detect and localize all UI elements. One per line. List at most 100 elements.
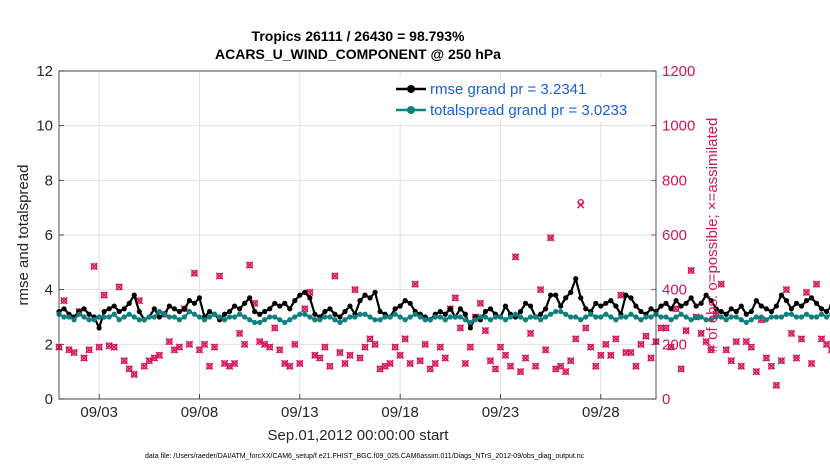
obs-assimilated-marker bbox=[240, 340, 249, 349]
series-point-totalspread bbox=[693, 314, 699, 320]
obs-assimilated-marker bbox=[531, 362, 540, 370]
obs-assimilated-marker bbox=[356, 354, 364, 362]
obs-possible-marker bbox=[482, 327, 489, 334]
series-point-totalspread bbox=[146, 314, 152, 320]
series-point-totalspread bbox=[638, 317, 644, 323]
right-axis-ticks: 0 200 400 600 800 1000 1200 bbox=[651, 63, 695, 408]
series-point-rmse bbox=[613, 303, 619, 309]
series-point-rmse bbox=[803, 298, 810, 304]
series-point-totalspread bbox=[171, 314, 177, 320]
obs-assimilated-marker bbox=[321, 343, 329, 351]
series-point-rmse bbox=[312, 311, 318, 317]
legend-item-totalspread: totalspread grand pr = 3.0233 bbox=[396, 102, 627, 119]
obs-assimilated-marker bbox=[827, 346, 830, 354]
series-point-rmse bbox=[292, 298, 298, 304]
left-tick-label: 0 bbox=[45, 391, 53, 408]
series-point-totalspread bbox=[618, 314, 624, 320]
series-point-totalspread bbox=[81, 314, 87, 320]
obs-assimilated-marker bbox=[165, 337, 174, 346]
series-point-totalspread bbox=[126, 311, 132, 317]
obs-assimilated-marker bbox=[60, 296, 68, 305]
series-point-totalspread bbox=[738, 317, 744, 323]
obs-possible-marker bbox=[502, 352, 509, 359]
series-point-totalspread bbox=[573, 314, 579, 320]
obs-possible-marker bbox=[662, 324, 670, 332]
obs-possible-marker bbox=[632, 362, 640, 370]
series-point-totalspread bbox=[302, 311, 308, 317]
series-point-rmse bbox=[482, 308, 489, 315]
obs-assimilated-marker bbox=[787, 329, 796, 338]
series-point-totalspread bbox=[603, 311, 609, 317]
obs-possible-marker bbox=[341, 360, 349, 367]
obs-possible-marker bbox=[336, 349, 344, 356]
series-point-rmse bbox=[713, 306, 719, 312]
obs-assimilated-marker bbox=[752, 367, 761, 376]
obs-assimilated-marker bbox=[436, 343, 445, 351]
obs-assimilated-marker bbox=[351, 285, 359, 294]
series-point-rmse bbox=[773, 303, 780, 309]
x-tick-label: 09/13 bbox=[281, 404, 319, 421]
obs-possible-marker bbox=[512, 253, 519, 261]
series-point-rmse bbox=[302, 289, 308, 295]
series-point-rmse bbox=[578, 295, 584, 301]
series-point-totalspread bbox=[237, 311, 243, 317]
obs-assimilated-marker bbox=[386, 359, 394, 368]
series-point-rmse bbox=[257, 311, 263, 317]
obs-possible-marker bbox=[80, 354, 88, 362]
obs-possible-marker bbox=[582, 324, 590, 332]
series-point-totalspread bbox=[628, 311, 634, 317]
obs-possible-marker bbox=[717, 280, 725, 288]
series-point-totalspread bbox=[292, 314, 298, 320]
x-tick-label: 09/23 bbox=[482, 404, 520, 421]
obs-assimilated-marker bbox=[396, 351, 404, 359]
obs-assimilated-marker bbox=[411, 280, 419, 288]
series-point-totalspread bbox=[698, 314, 704, 320]
obs-possible-marker bbox=[803, 289, 810, 296]
obs-assimilated-marker bbox=[526, 329, 535, 338]
obs-assimilated-marker bbox=[90, 262, 98, 271]
obs-possible-marker bbox=[612, 335, 620, 343]
series-point-rmse bbox=[176, 308, 183, 315]
series-point-rmse bbox=[221, 311, 228, 317]
series-point-totalspread bbox=[201, 317, 208, 323]
obs-possible-marker bbox=[331, 272, 339, 280]
obs-possible-marker bbox=[492, 365, 499, 373]
obs-assimilated-marker bbox=[150, 354, 159, 362]
obs-possible-marker bbox=[361, 343, 369, 351]
obs-possible-marker bbox=[416, 357, 424, 364]
obs-assimilated-marker bbox=[762, 354, 771, 362]
series-point-totalspread bbox=[457, 314, 463, 320]
series-point-totalspread bbox=[583, 314, 589, 320]
x-axis-ticks: 09/03 09/08 09/13 09/18 09/23 09/28 bbox=[80, 394, 620, 421]
series-point-rmse bbox=[573, 276, 579, 282]
obs-possible-marker bbox=[532, 362, 539, 370]
obs-possible-marker bbox=[602, 341, 610, 348]
legend-label-totalspread: totalspread grand pr = 3.0233 bbox=[430, 102, 627, 119]
series-point-rmse bbox=[267, 306, 273, 312]
obs-assimilated-marker bbox=[456, 324, 465, 332]
series-point-totalspread bbox=[748, 317, 754, 323]
obs-assimilated-marker bbox=[421, 340, 429, 349]
obs-assimilated-marker bbox=[722, 346, 730, 354]
series-point-totalspread bbox=[76, 311, 82, 317]
obs-assimilated-marker bbox=[120, 357, 128, 365]
obs-assimilated-marker bbox=[130, 370, 138, 379]
series-point-rmse bbox=[101, 308, 107, 315]
obs-possible-marker bbox=[677, 365, 685, 373]
series-point-rmse bbox=[738, 303, 744, 309]
series-point-totalspread bbox=[372, 317, 378, 323]
obs-possible-marker bbox=[697, 330, 705, 337]
series-point-totalspread bbox=[211, 311, 218, 317]
obs-assimilated-marker bbox=[632, 362, 640, 370]
series-point-totalspread bbox=[166, 314, 172, 320]
series-point-totalspread bbox=[502, 317, 509, 323]
series-point-totalspread bbox=[71, 317, 77, 323]
series-point-totalspread bbox=[422, 317, 428, 323]
series-point-rmse bbox=[558, 303, 564, 309]
obs-assimilated-marker bbox=[727, 357, 735, 365]
obs-possible-marker bbox=[321, 343, 329, 351]
series-point-totalspread bbox=[578, 317, 584, 323]
series-point-totalspread bbox=[156, 308, 162, 315]
series-point-rmse bbox=[272, 300, 278, 306]
series-point-rmse bbox=[638, 308, 644, 315]
